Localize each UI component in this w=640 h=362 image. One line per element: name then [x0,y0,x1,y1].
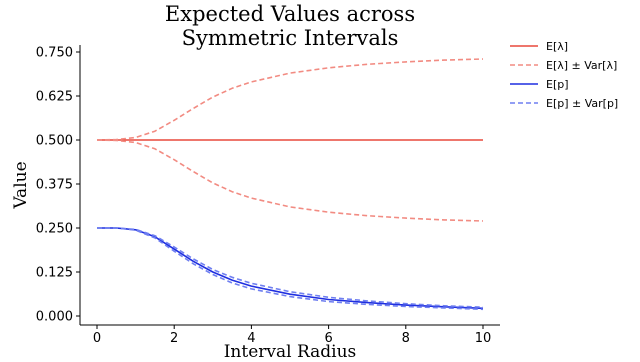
x-tick-label: 2 [170,331,178,346]
x-axis-label: Interval Radius [224,342,357,362]
legend-label: E[p] ± Var[p] [546,97,618,110]
series-line-band-5 [97,227,484,311]
y-tick-label: 0.000 [36,310,73,325]
x-tick-label: 8 [402,331,410,346]
chart-title-line: Symmetric Intervals [182,26,399,50]
x-tick-label: 6 [324,331,332,346]
y-tick-label: 0.125 [36,266,73,281]
y-tick-label: 0.500 [36,134,73,149]
y-tick-label: 0.625 [36,90,73,105]
y-tick-label: 0.375 [36,178,73,193]
series-line-e-var- [96,58,484,141]
x-tick-label: 4 [247,331,255,346]
legend-label: E[λ] ± Var[λ] [546,59,617,72]
x-tick-label: 10 [475,331,492,346]
series-line-e-p- [97,227,484,310]
y-axis-label: Value [11,161,31,209]
series-line-band-2 [96,139,484,222]
y-tick-label: 0.250 [36,222,73,237]
legend-label: E[λ] [546,40,568,53]
y-tick-label: 0.750 [36,46,73,61]
series-line-e-p-var-p- [97,227,484,308]
legend-label: E[p] [546,78,569,91]
plot-area [96,58,484,311]
x-tick-label: 0 [93,331,101,346]
chart-title-line: Expected Values across [165,2,415,26]
axes: 0 2 4 6 8 10 0.000 0.125 0.250 0.375 0.500 0.625 0.7… [36,45,500,346]
legend: E[λ] E[λ] ± Var[λ] E[p] E[p] ± Var[p] [510,40,618,110]
